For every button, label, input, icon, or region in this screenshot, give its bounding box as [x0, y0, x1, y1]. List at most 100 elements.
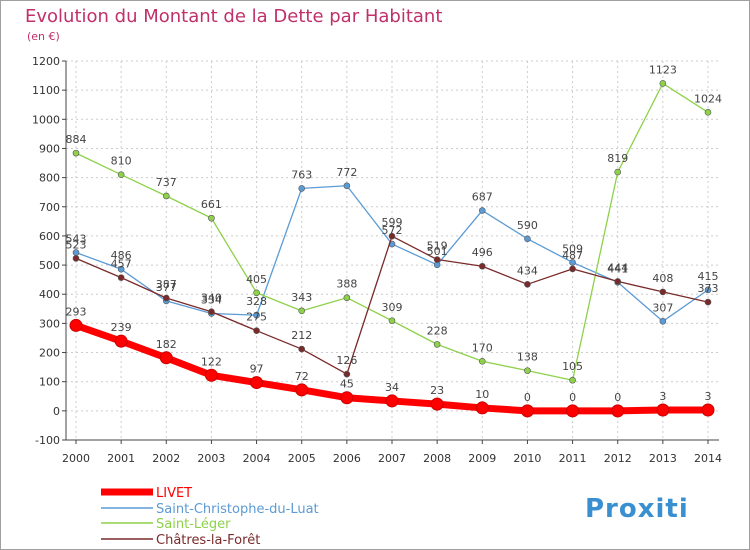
- data-label: 138: [517, 351, 538, 364]
- data-point: [659, 318, 667, 325]
- y-tick-label: 500: [39, 259, 60, 272]
- data-label: 377: [156, 281, 177, 294]
- data-label: 34: [385, 381, 399, 394]
- data-label: 487: [562, 249, 583, 262]
- data-label: 1024: [694, 92, 722, 105]
- data-point: [614, 168, 622, 176]
- data-point: [433, 256, 441, 263]
- data-label: 239: [111, 321, 132, 334]
- data-label: 228: [427, 324, 448, 337]
- x-tick-label: 2005: [288, 452, 316, 465]
- data-point: [656, 403, 670, 417]
- data-label: 590: [517, 219, 538, 232]
- data-point: [524, 281, 531, 288]
- data-label: 441: [607, 262, 628, 275]
- data-label: 819: [607, 152, 628, 165]
- data-label: 105: [562, 360, 583, 373]
- data-point: [475, 401, 489, 415]
- x-tick-label: 2012: [604, 452, 632, 465]
- data-label: 1123: [649, 63, 677, 76]
- legend-label: Saint-Christophe-du-Luat: [156, 502, 319, 517]
- data-label: 126: [336, 354, 357, 367]
- data-point: [478, 357, 486, 365]
- data-label: 543: [66, 233, 87, 246]
- y-tick-label: 400: [39, 288, 60, 301]
- data-label: 122: [201, 355, 222, 368]
- data-point: [69, 318, 83, 332]
- data-point: [298, 307, 306, 315]
- data-point: [298, 185, 306, 192]
- x-tick-label: 2008: [423, 452, 451, 465]
- data-label: 444: [607, 261, 628, 274]
- data-point: [117, 274, 125, 281]
- y-tick-label: 100: [39, 376, 60, 389]
- proxiti-logo: Proxiti: [585, 494, 689, 524]
- data-label: 182: [156, 338, 177, 351]
- y-tick-label: 1100: [32, 84, 60, 97]
- data-label: 309: [382, 301, 403, 314]
- data-point: [343, 370, 351, 378]
- data-point: [298, 345, 306, 353]
- data-label: 457: [111, 258, 132, 271]
- data-label: 23: [430, 384, 444, 397]
- data-label: 405: [246, 273, 267, 286]
- x-tick-label: 2014: [694, 452, 722, 465]
- data-label: 0: [569, 391, 576, 404]
- data-point: [704, 286, 712, 294]
- data-label: 737: [156, 176, 177, 189]
- data-labels-0: 293 239 182 122 97 72 45 34 23 10 0 0 0 3 3: [66, 305, 712, 403]
- x-tick-label: 2013: [649, 452, 677, 465]
- data-label: 340: [201, 292, 222, 305]
- y-tick-label: 600: [39, 230, 60, 243]
- data-label: 572: [382, 224, 403, 237]
- data-label: 0: [614, 391, 621, 404]
- data-label: 45: [340, 378, 354, 391]
- data-label: 687: [472, 191, 493, 204]
- data-point: [704, 109, 712, 116]
- data-point: [385, 394, 399, 408]
- data-label: 599: [382, 216, 403, 229]
- chart-title: Evolution du Montant de la Dette par Hab…: [25, 6, 443, 27]
- data-label: 275: [246, 311, 267, 324]
- data-label: 212: [291, 329, 312, 342]
- data-point: [520, 404, 534, 418]
- legend-label: Châtres-la-Forêt: [156, 533, 260, 548]
- data-point: [388, 317, 396, 325]
- data-point: [388, 232, 396, 240]
- data-point: [433, 341, 441, 348]
- data-point: [478, 262, 486, 270]
- data-point: [566, 404, 580, 418]
- data-point: [659, 288, 667, 296]
- data-labels-2: 884 810 737 661 405 343 388 309 228 170 138 105 819 1…: [66, 63, 723, 373]
- y-tick-label: 300: [39, 317, 60, 330]
- legend: LIVETSaint-Christophe-du-LuatSaint-Léger…: [101, 486, 319, 548]
- data-label: 388: [336, 278, 357, 291]
- x-tick-label: 2006: [333, 452, 361, 465]
- data-label: 170: [472, 341, 493, 354]
- x-tick-label: 2003: [197, 452, 225, 465]
- data-point: [524, 367, 531, 374]
- data-label: 10: [475, 388, 489, 401]
- data-labels-1: 543 486 377 334 328 763 772 572 501 687 590 509 441 3…: [66, 166, 719, 315]
- x-tick-label: 2007: [378, 452, 406, 465]
- data-label: 434: [517, 264, 538, 277]
- data-label: 772: [336, 166, 357, 179]
- x-tick-label: 2009: [468, 452, 496, 465]
- data-label: 523: [66, 238, 87, 251]
- data-point: [614, 278, 622, 285]
- data-label: 661: [201, 198, 222, 211]
- data-point: [114, 334, 128, 348]
- data-label: 496: [472, 246, 493, 259]
- x-tick-label: 2002: [152, 452, 180, 465]
- y-tick-label: 0: [53, 405, 60, 418]
- data-point: [253, 327, 260, 334]
- data-label: 3: [659, 390, 666, 403]
- data-point: [208, 308, 215, 316]
- data-label: 293: [66, 305, 87, 318]
- y-tick-label: 1000: [32, 113, 60, 126]
- legend-label: LIVET: [156, 486, 192, 501]
- data-point: [162, 294, 170, 302]
- data-point: [704, 298, 712, 306]
- chart-subtitle: (en €): [27, 30, 60, 43]
- data-point: [569, 265, 576, 273]
